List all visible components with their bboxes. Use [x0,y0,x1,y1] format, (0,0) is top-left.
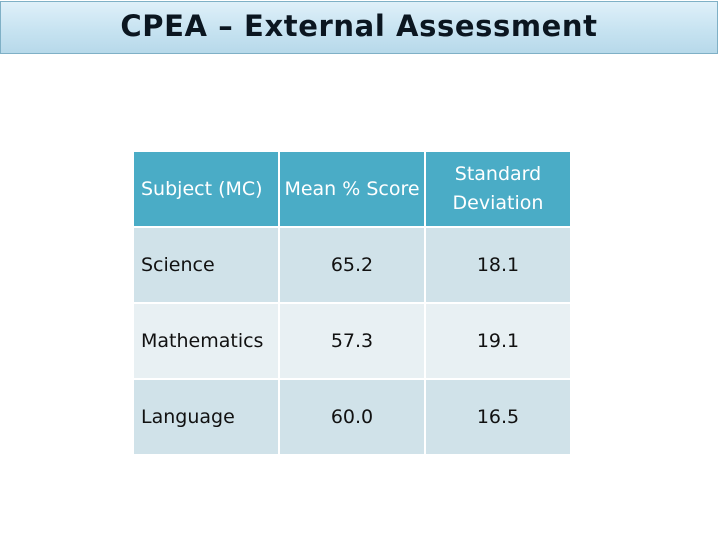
subject-cell: Mathematics [132,302,280,380]
standard-deviation-cell: 16.5 [424,378,572,456]
table-row: Mathematics 57.3 19.1 [132,302,572,380]
mean-score-cell: 57.3 [278,302,426,380]
subject-cell: Language [132,378,280,456]
mean-score-cell: 60.0 [278,378,426,456]
table-row: Science 65.2 18.1 [132,226,572,304]
subject-cell: Science [132,226,280,304]
header-mean-score: Mean % Score [278,150,426,228]
table-header-row: Subject (MC) Mean % Score Standard Devia… [132,150,572,228]
header-standard-deviation: Standard Deviation [424,150,572,228]
results-table: Subject (MC) Mean % Score Standard Devia… [132,150,572,456]
standard-deviation-cell: 19.1 [424,302,572,380]
title-bar: CPEA – External Assessment [0,1,718,54]
slide-title: CPEA – External Assessment [120,8,598,43]
header-subject: Subject (MC) [132,150,280,228]
table-row: Language 60.0 16.5 [132,378,572,456]
mean-score-cell: 65.2 [278,226,426,304]
standard-deviation-cell: 18.1 [424,226,572,304]
results-table-container: Subject (MC) Mean % Score Standard Devia… [132,150,572,456]
